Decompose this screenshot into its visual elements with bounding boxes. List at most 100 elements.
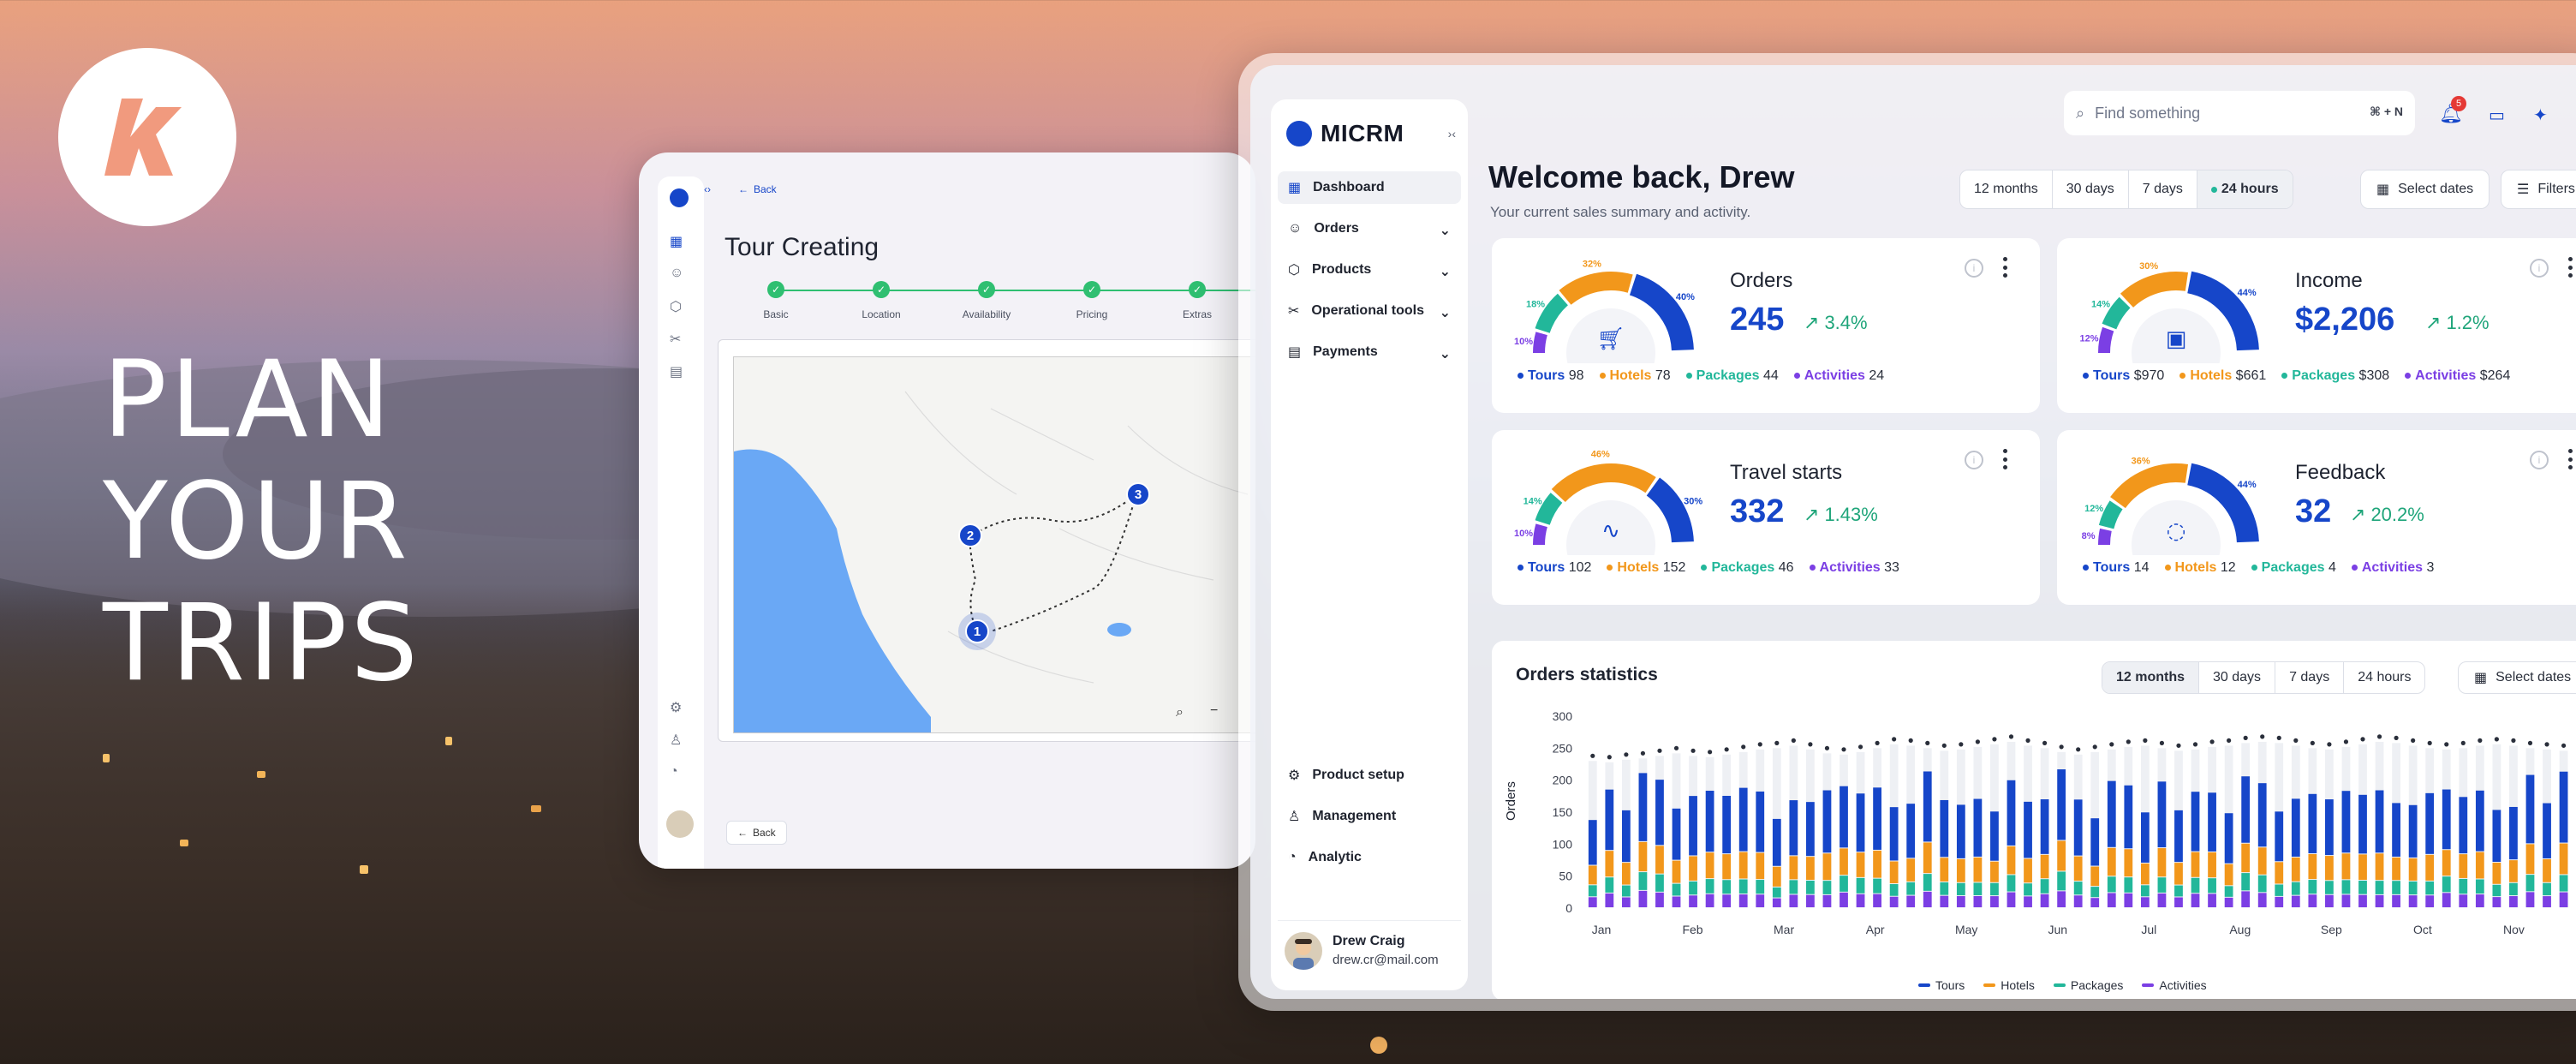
bar-activities: [2040, 894, 2049, 907]
sidebar-item-payments[interactable]: ▤ Payments ⌄: [1288, 344, 1451, 362]
more-options-icon[interactable]: [2567, 449, 2573, 469]
tools-icon[interactable]: ✂: [670, 332, 682, 347]
collapse-icon[interactable]: ‹›: [704, 183, 711, 195]
range-30-days[interactable]: 30 days: [2199, 662, 2276, 693]
sidebar-item-management[interactable]: ♙ Management: [1288, 809, 1397, 824]
gauge-chart: 10% 14% 46% 30% ∿: [1514, 450, 1702, 555]
sidebar-item-products[interactable]: ⬡ Products ⌄: [1288, 262, 1451, 279]
sidebar-item-orders[interactable]: ☺ Orders ⌄: [1288, 221, 1451, 238]
total-point: [1925, 740, 1930, 745]
sidebar-item-analytic[interactable]: ◔ Analytic: [1288, 850, 1362, 864]
total-point: [1640, 750, 1646, 756]
collapse-sidebar-icon[interactable]: ›‹: [1447, 127, 1456, 140]
sidebar-item-operational-tools[interactable]: ✂ Operational tools ⌄: [1288, 303, 1451, 320]
step-basic[interactable]: ✓ Basic: [742, 281, 810, 320]
bar-packages: [2275, 884, 2284, 896]
range-7-days[interactable]: 7 days: [2129, 170, 2197, 208]
map-pin[interactable]: 2: [958, 523, 982, 547]
total-point: [1875, 740, 1880, 745]
step-availability[interactable]: ✓ Availability: [952, 281, 1021, 320]
step-location[interactable]: ✓ Location: [847, 281, 915, 320]
payments-icon[interactable]: ▤: [670, 365, 683, 380]
bar-tours: [1906, 804, 1916, 858]
analytic-icon[interactable]: ◔: [670, 764, 678, 779]
info-icon[interactable]: i: [1965, 451, 1983, 469]
tools-icon: ✂: [1288, 304, 1300, 319]
bar-tours: [2107, 780, 2116, 847]
bar-hotels: [2024, 858, 2032, 883]
range-12-months[interactable]: 12 months: [1960, 170, 2053, 208]
bar-hotels: [2275, 862, 2284, 884]
orders-statistics-card: Orders statistics 12 months 30 days 7 da…: [1492, 641, 2576, 999]
gauge-label: 30%: [1684, 497, 1702, 507]
notifications-button[interactable]: 🔔︎ 5: [2439, 96, 2466, 125]
range-12-months[interactable]: 12 months: [2102, 662, 2200, 693]
sidebar-item-product-setup[interactable]: ⚙ Product setup: [1288, 768, 1404, 783]
info-icon[interactable]: i: [2530, 451, 2549, 469]
bar-activities: [2291, 895, 2300, 907]
zoom-search-icon[interactable]: ⌕: [1176, 705, 1184, 720]
bar-activities: [1689, 895, 1697, 907]
bar-tours: [2325, 799, 2334, 856]
map-pin[interactable]: 3: [1126, 482, 1150, 506]
legend-packages: Packages: [2053, 978, 2123, 992]
gear-icon[interactable]: ⚙: [670, 701, 683, 715]
map-pin[interactable]: 1: [965, 619, 989, 643]
zoom-out-icon[interactable]: −: [1210, 703, 1219, 718]
select-dates-button[interactable]: ▦ Select dates: [2360, 170, 2490, 209]
calendar-icon: ▦: [2376, 182, 2390, 197]
more-options-icon[interactable]: [2567, 257, 2573, 278]
orders-chart[interactable]: 0 50 100 150 200 250 300 Jan Feb Mar Apr May Jun Jul A…: [1492, 641, 2576, 999]
gauge-label: 10%: [1514, 337, 1533, 347]
map[interactable]: 1 2 3 ⌕ −: [733, 356, 1255, 733]
user-profile[interactable]: Drew Craig drew.cr@mail.com: [1278, 920, 1461, 980]
x-tick-label: Jun: [2048, 923, 2067, 936]
bar-packages: [1789, 880, 1798, 894]
gauge-segment: [1532, 332, 1547, 354]
footer-back-button[interactable]: ← Back: [726, 821, 787, 845]
arrow-left-icon: ←: [737, 827, 748, 839]
total-point: [2192, 742, 2198, 747]
more-options-icon[interactable]: [2002, 257, 2007, 278]
range-30-days[interactable]: 30 days: [2053, 170, 2129, 208]
info-icon[interactable]: i: [1965, 259, 1983, 278]
step-extras[interactable]: ✓ Extras: [1163, 281, 1231, 320]
total-point: [2494, 737, 2499, 742]
gauge-label: 14%: [1524, 496, 1542, 506]
range-7-days[interactable]: 7 days: [2275, 662, 2345, 693]
bar-tours: [1873, 787, 1881, 850]
bar-hotels: [1738, 852, 1748, 879]
back-link[interactable]: ← Back: [738, 183, 777, 195]
dashboard-icon[interactable]: ▦: [670, 235, 683, 249]
trend-up-icon: ↗: [1804, 504, 1820, 525]
range-24-hours[interactable]: 24 hours: [2197, 170, 2293, 208]
more-options-icon[interactable]: [2002, 449, 2007, 469]
info-icon[interactable]: i: [2530, 259, 2549, 278]
users-icon[interactable]: ♙: [670, 733, 683, 748]
stat-legend-item: Hotels $661: [2179, 368, 2266, 384]
gauge-segment: [2186, 463, 2259, 543]
search-input[interactable]: ⌕ Find something ⌘ + N: [2064, 91, 2415, 135]
stat-legend-item: Activities 3: [2351, 560, 2434, 576]
brand-logo-icon: [1286, 121, 1312, 146]
stat-legend-item: Activities 33: [1809, 560, 1899, 576]
total-point: [2544, 742, 2549, 747]
total-point: [2293, 738, 2299, 743]
box-icon[interactable]: ⬡: [670, 300, 682, 314]
bar-packages: [1672, 883, 1681, 896]
inbox-icon[interactable]: ▭: [2489, 106, 2505, 125]
total-point: [1757, 742, 1762, 747]
avatar[interactable]: [666, 810, 694, 838]
range-24-hours[interactable]: 24 hours: [2358, 670, 2412, 684]
bar-hotels: [1689, 856, 1697, 881]
smile-icon[interactable]: ☺: [670, 266, 684, 280]
total-point: [1708, 750, 1713, 755]
filters-button[interactable]: ☰ Filters: [2501, 170, 2576, 209]
step-pricing[interactable]: ✓ Pricing: [1058, 281, 1126, 320]
stat-change: ↗ 3.4%: [1804, 312, 1868, 333]
sidebar-item-dashboard[interactable]: ▦ Dashboard: [1278, 171, 1461, 204]
bar-hotels: [1588, 865, 1597, 885]
bar-activities: [2341, 894, 2351, 907]
chart-select-dates-button[interactable]: ▦ Select dates: [2458, 661, 2576, 694]
puzzle-icon[interactable]: ✦: [2533, 106, 2548, 125]
